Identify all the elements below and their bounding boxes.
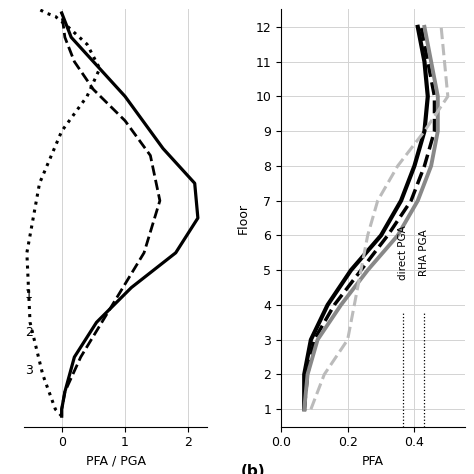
- Text: 2: 2: [25, 326, 33, 339]
- X-axis label: PFA: PFA: [362, 455, 383, 468]
- X-axis label: PFA / PGA: PFA / PGA: [85, 455, 146, 468]
- Y-axis label: Floor: Floor: [237, 202, 250, 234]
- Text: RHA PGA: RHA PGA: [419, 229, 429, 276]
- Text: direct PGA: direct PGA: [398, 226, 408, 280]
- Text: (b): (b): [240, 464, 265, 474]
- Text: 3: 3: [25, 365, 33, 377]
- Text: 1: 1: [25, 288, 33, 301]
